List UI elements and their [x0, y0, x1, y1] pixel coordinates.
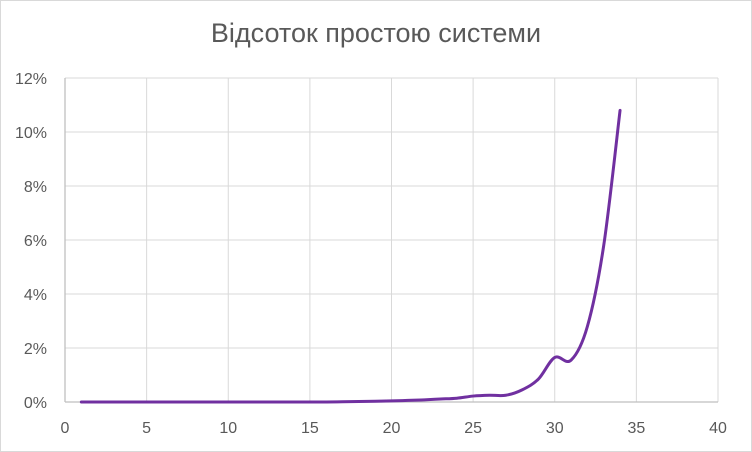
- y-tick-label: 0%: [24, 395, 47, 412]
- grid-layer: [65, 77, 719, 402]
- x-tick-label: 20: [383, 420, 401, 437]
- series-layer: [79, 108, 622, 404]
- x-tick-label: 0: [61, 420, 70, 437]
- x-tick-label: 30: [546, 420, 564, 437]
- chart-title: Відсоток простою системи: [210, 18, 542, 48]
- x-tick-label: 10: [219, 420, 237, 437]
- y-tick-label: 4%: [24, 287, 47, 304]
- y-tick-label: 10%: [15, 125, 47, 142]
- y-tick-label: 8%: [24, 179, 47, 196]
- tick-label-layer: 0% 2% 4% 6% 8% 10% 12% 0 5 10 15 20 25 30 35 40: [15, 71, 727, 437]
- x-tick-label: 5: [142, 420, 151, 437]
- x-tick-label: 35: [627, 420, 645, 437]
- x-tick-label: 25: [464, 420, 482, 437]
- y-tick-label: 12%: [15, 71, 47, 88]
- y-tick-label: 6%: [24, 233, 47, 250]
- series-line: [79, 108, 622, 404]
- y-tick-label: 2%: [24, 341, 47, 358]
- x-tick-label: 15: [301, 420, 319, 437]
- x-tick-label: 40: [709, 420, 727, 437]
